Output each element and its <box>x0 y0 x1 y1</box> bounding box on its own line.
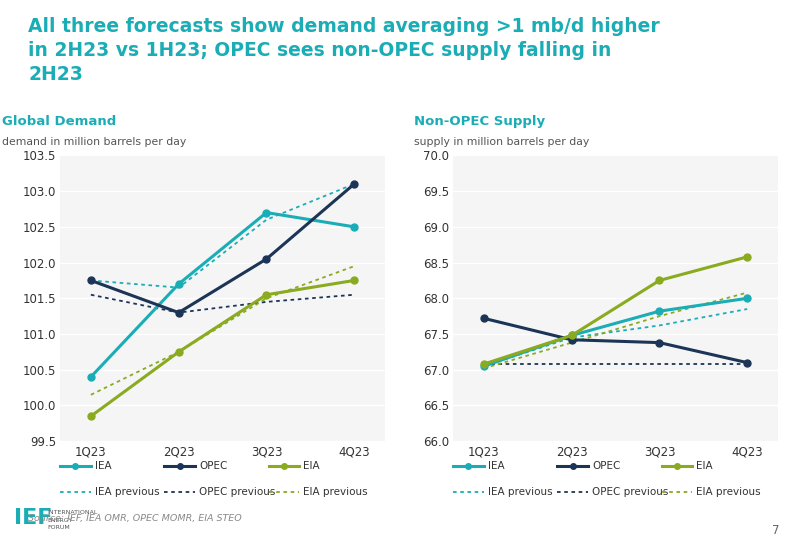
Text: supply in million barrels per day: supply in million barrels per day <box>414 137 589 147</box>
Text: EIA previous: EIA previous <box>696 487 761 497</box>
Text: Non-OPEC Supply: Non-OPEC Supply <box>414 115 545 128</box>
Text: IEF: IEF <box>14 508 52 528</box>
Text: 7: 7 <box>772 524 780 537</box>
Text: FORUM: FORUM <box>47 525 71 531</box>
Text: EIA: EIA <box>303 461 320 471</box>
Text: Global Demand: Global Demand <box>2 115 116 128</box>
Text: OPEC: OPEC <box>592 461 620 471</box>
Text: IEA previous: IEA previous <box>95 487 160 497</box>
Text: EIA: EIA <box>696 461 713 471</box>
Text: INTERNATIONAL: INTERNATIONAL <box>47 509 98 515</box>
Text: IEA previous: IEA previous <box>488 487 553 497</box>
Text: demand in million barrels per day: demand in million barrels per day <box>2 137 186 147</box>
Text: IEA: IEA <box>488 461 504 471</box>
Text: Source: IEF, IEA OMR, OPEC MOMR, EIA STEO: Source: IEF, IEA OMR, OPEC MOMR, EIA STE… <box>28 514 242 523</box>
Text: All three forecasts show demand averaging >1 mb/d higher
in 2H23 vs 1H23; OPEC s: All three forecasts show demand averagin… <box>28 17 660 84</box>
Text: OPEC previous: OPEC previous <box>199 487 275 497</box>
Text: IEA: IEA <box>95 461 111 471</box>
Text: EIA previous: EIA previous <box>303 487 368 497</box>
Text: OPEC previous: OPEC previous <box>592 487 668 497</box>
Text: OPEC: OPEC <box>199 461 227 471</box>
Text: ENERGY: ENERGY <box>47 517 73 523</box>
